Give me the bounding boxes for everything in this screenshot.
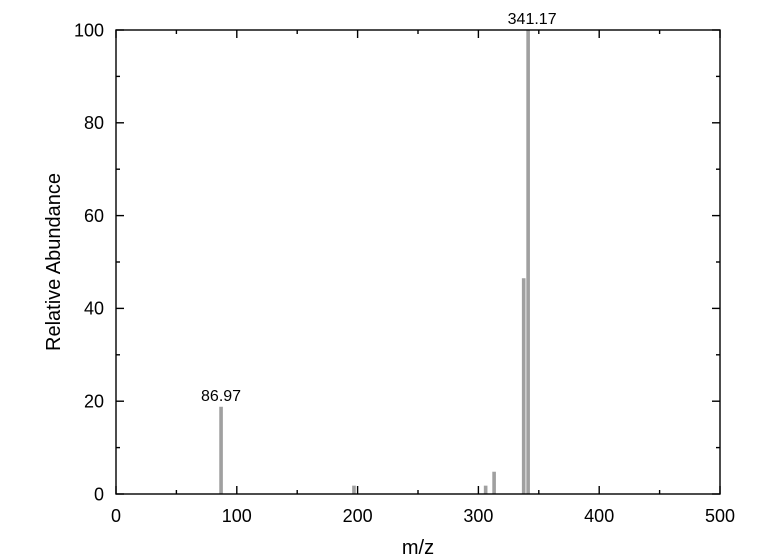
y-tick-label: 80 bbox=[84, 113, 104, 133]
x-tick-label: 500 bbox=[705, 506, 735, 526]
y-tick-label: 40 bbox=[84, 299, 104, 319]
spectrum-peak bbox=[484, 486, 488, 494]
y-tick-label: 60 bbox=[84, 206, 104, 226]
mass-spectrum-chart: 0 100 200 300 400 500 0 20 40 60 80 100 86.97 341.17 m… bbox=[0, 0, 761, 560]
spectrum-peak bbox=[522, 278, 526, 494]
peak-label: 86.97 bbox=[201, 388, 241, 405]
y-tick-label: 20 bbox=[84, 392, 104, 412]
x-tick-label: 0 bbox=[111, 506, 121, 526]
x-tick-label: 100 bbox=[222, 506, 252, 526]
spectrum-peak bbox=[492, 472, 496, 494]
y-tick-label: 100 bbox=[74, 20, 104, 40]
spectrum-peak bbox=[219, 407, 223, 494]
chart-svg: 0 100 200 300 400 500 0 20 40 60 80 100 86.97 341.17 m… bbox=[0, 0, 761, 560]
y-tick-label: 0 bbox=[94, 484, 104, 504]
spectrum-peak bbox=[526, 30, 530, 494]
y-axis-label: Relative Abundance bbox=[43, 173, 65, 351]
x-tick-label: 300 bbox=[463, 506, 493, 526]
spectrum-peak bbox=[352, 486, 356, 494]
x-tick-label: 200 bbox=[343, 506, 373, 526]
peak-label: 341.17 bbox=[508, 11, 557, 28]
x-axis-label: m/z bbox=[402, 537, 434, 559]
x-tick-label: 400 bbox=[584, 506, 614, 526]
